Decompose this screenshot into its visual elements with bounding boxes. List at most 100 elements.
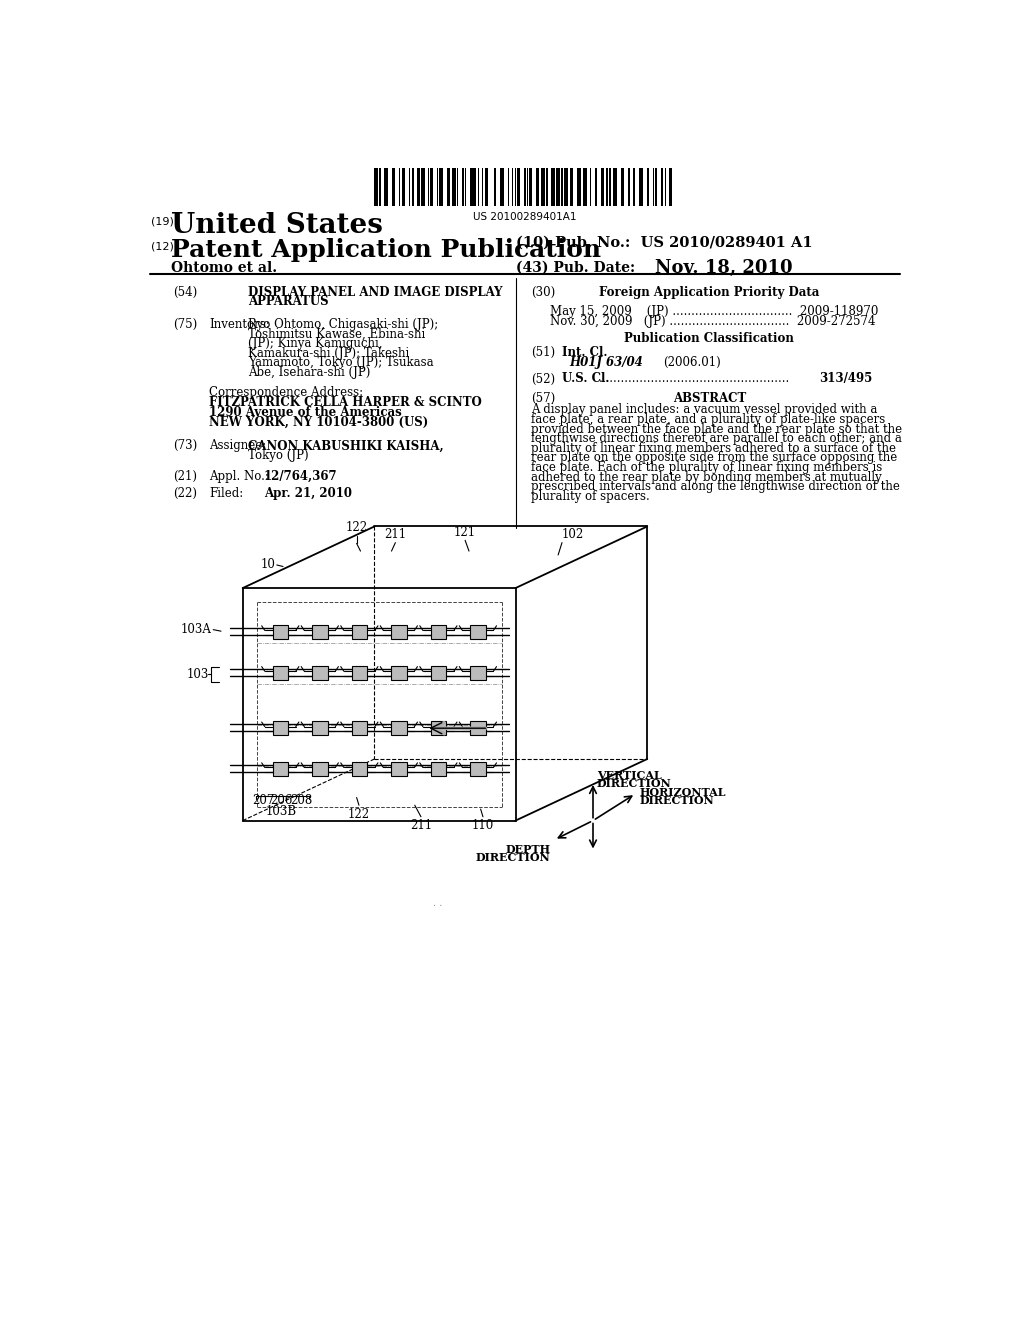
Bar [446,168,450,206]
Bar [546,168,548,206]
Text: (19): (19) [152,216,174,226]
Text: 103: 103 [187,668,209,681]
Text: Appl. No.:: Appl. No.: [209,470,269,483]
Text: Publication Classification: Publication Classification [625,331,795,345]
Text: 121: 121 [454,525,476,539]
Bar [621,168,624,206]
Text: NEW YORK, NY 10104-3800 (US): NEW YORK, NY 10104-3800 (US) [209,416,429,429]
Text: Yamamoto, Tokyo (JP); Tsukasa: Yamamoto, Tokyo (JP); Tsukasa [248,356,434,370]
Bar [552,168,555,206]
Bar [595,168,597,206]
Text: plurality of spacers.: plurality of spacers. [531,490,650,503]
Text: (10) Pub. No.:  US 2010/0289401 A1: (10) Pub. No.: US 2010/0289401 A1 [515,235,812,249]
Text: Apr. 21, 2010: Apr. 21, 2010 [263,487,351,500]
Bar [431,665,446,680]
Text: prescribed intervals and along the lengthwise direction of the: prescribed intervals and along the lengt… [531,480,900,494]
Text: Kamakura-shi (JP); Takeshi: Kamakura-shi (JP); Takeshi [248,347,410,359]
Text: (52): (52) [531,372,555,385]
Text: Correspondence Address:: Correspondence Address: [209,385,364,399]
Text: 103A: 103A [181,623,212,636]
Bar [472,168,476,206]
Text: 122: 122 [348,808,370,821]
Bar [470,762,485,776]
Text: 102: 102 [562,528,585,541]
Bar [528,168,532,206]
Bar [312,721,328,735]
Text: Foreign Application Priority Data: Foreign Application Priority Data [599,286,819,300]
Text: Inventors:: Inventors: [209,318,270,331]
Bar [524,168,525,206]
Bar [375,168,378,206]
Text: May 15, 2009    (JP) ................................  2009-118970: May 15, 2009 (JP) ......................… [550,305,879,318]
Text: 313/495: 313/495 [819,372,872,385]
Text: 12/764,367: 12/764,367 [263,470,337,483]
Text: Abe, Isehara-shi (JP): Abe, Isehara-shi (JP) [248,366,371,379]
Bar [670,168,673,206]
Text: Toshimitsu Kawase, Ebina-shi: Toshimitsu Kawase, Ebina-shi [248,327,425,341]
Text: rear plate on the opposite side from the surface opposing the: rear plate on the opposite side from the… [531,451,897,465]
Bar [601,168,604,206]
Text: U.S. Cl.: U.S. Cl. [562,372,609,385]
Bar [639,168,643,206]
Text: (43) Pub. Date:: (43) Pub. Date: [515,261,635,275]
Bar [556,168,560,206]
Text: (73): (73) [173,440,198,453]
Text: ABSTRACT: ABSTRACT [673,392,745,405]
Bar [272,721,288,735]
Text: (JP); Kinya Kamiguchi,: (JP); Kinya Kamiguchi, [248,337,383,350]
Bar [379,168,381,206]
Bar [412,168,415,206]
Text: DEPTH: DEPTH [506,843,550,855]
Text: 206: 206 [270,793,293,807]
Text: (30): (30) [531,286,555,300]
Text: Nov. 18, 2010: Nov. 18, 2010 [655,259,793,276]
Bar [417,168,420,206]
Bar [272,626,288,639]
Bar [655,168,657,206]
Text: Int. Cl.: Int. Cl. [562,346,607,359]
Bar [470,665,485,680]
Text: 211: 211 [410,818,432,832]
Text: face plate, a rear plate, and a plurality of plate-like spacers: face plate, a rear plate, and a pluralit… [531,413,886,426]
Text: 103B: 103B [266,805,297,818]
Text: Assignee:: Assignee: [209,440,266,453]
Text: 10: 10 [260,558,275,572]
Text: provided between the face plate and the rear plate so that the: provided between the face plate and the … [531,422,902,436]
Text: A display panel includes: a vacuum vessel provided with a: A display panel includes: a vacuum vesse… [531,404,878,416]
Bar [561,168,563,206]
Bar [430,168,433,206]
Text: 211: 211 [384,528,407,541]
Bar [439,168,443,206]
Text: APPARATUS: APPARATUS [248,296,329,309]
Bar [384,168,388,206]
Text: (12): (12) [152,242,174,252]
Text: (51): (51) [531,346,555,359]
Bar [628,168,631,206]
Bar [462,168,464,206]
Text: US 20100289401A1: US 20100289401A1 [473,213,577,222]
Bar [391,665,407,680]
Bar [312,665,328,680]
Bar [402,168,404,206]
Text: adhered to the rear plate by bonding members at mutually: adhered to the rear plate by bonding mem… [531,471,882,483]
Text: Tokyo (JP): Tokyo (JP) [248,449,309,462]
Text: face plate. Each of the plurality of linear fixing members is: face plate. Each of the plurality of lin… [531,461,883,474]
Bar [391,762,407,776]
Bar [391,626,407,639]
Text: H01J 63/04: H01J 63/04 [569,355,643,368]
Bar [391,168,395,206]
Text: (54): (54) [173,286,198,300]
Bar [605,168,607,206]
Bar [470,721,485,735]
Text: Ohtomo et al.: Ohtomo et al. [171,261,276,275]
Text: Nov. 30, 2009   (JP) ................................  2009-272574: Nov. 30, 2009 (JP) .....................… [550,314,876,327]
Text: . .: . . [433,899,442,908]
Text: 207: 207 [253,793,274,807]
Bar [431,721,446,735]
Text: 110: 110 [472,818,494,832]
Bar [613,168,617,206]
Bar [569,168,573,206]
Text: Patent Application Publication: Patent Application Publication [171,239,601,263]
Text: DISPLAY PANEL AND IMAGE DISPLAY: DISPLAY PANEL AND IMAGE DISPLAY [248,286,503,300]
Text: 122: 122 [345,521,368,535]
